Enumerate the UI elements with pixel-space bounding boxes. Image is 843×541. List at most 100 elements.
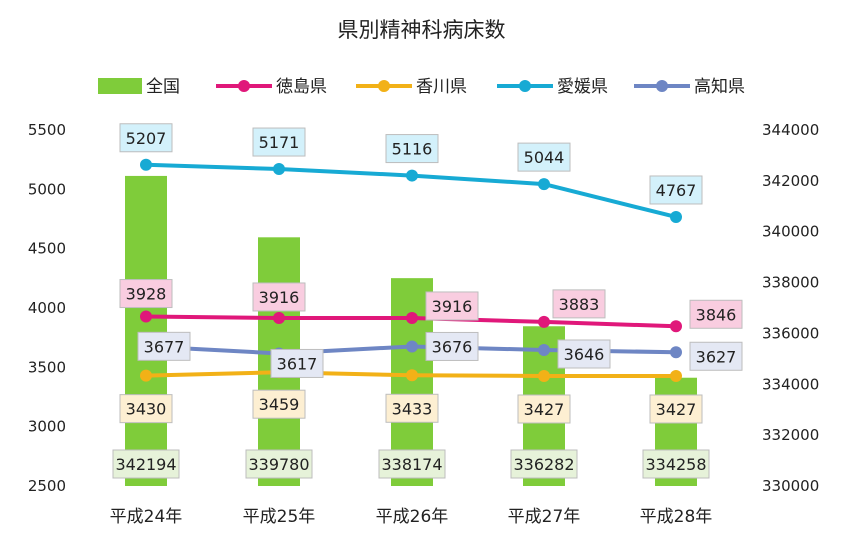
- data-label-box: [270, 348, 324, 378]
- data-label: 336282: [513, 455, 574, 474]
- data-label-box: [252, 282, 306, 312]
- data-label-box: [425, 291, 479, 321]
- left-tick-label: 5500: [28, 121, 66, 139]
- legend-swatch-marker: [519, 80, 531, 92]
- data-label-box: [119, 123, 173, 153]
- data-label-box: [557, 339, 611, 369]
- data-label: 4767: [656, 181, 697, 200]
- legend-label: 香川県: [416, 77, 467, 97]
- line-point: [538, 344, 550, 357]
- line-point: [670, 346, 682, 359]
- right-tick-label: 336000: [762, 324, 819, 342]
- category-label: 平成25年: [243, 507, 316, 527]
- line-point: [406, 369, 418, 382]
- data-label: 3676: [432, 337, 473, 356]
- data-label: 3846: [696, 305, 737, 324]
- data-label: 3928: [126, 285, 167, 304]
- left-tick-label: 3000: [28, 418, 66, 436]
- left-tick-label: 3500: [28, 358, 66, 376]
- line-point: [140, 158, 152, 171]
- category-label: 平成26年: [376, 507, 449, 527]
- data-label-box: [378, 449, 446, 479]
- right-tick-label: 332000: [762, 426, 819, 444]
- data-label-box: [119, 394, 173, 424]
- right-tick-label: 334000: [762, 375, 819, 393]
- data-label: 5044: [524, 148, 565, 167]
- left-tick-label: 5000: [28, 180, 66, 198]
- left-tick-label: 4500: [28, 240, 66, 258]
- right-tick-label: 338000: [762, 274, 819, 292]
- line-point: [273, 163, 285, 176]
- data-label: 3646: [564, 345, 605, 364]
- line-point: [406, 169, 418, 182]
- category-label: 平成27年: [508, 507, 581, 527]
- data-label: 342194: [115, 455, 176, 474]
- data-label-box: [385, 393, 439, 423]
- data-label: 338174: [381, 455, 442, 474]
- data-label-box: [252, 389, 306, 419]
- data-label: 5116: [392, 140, 433, 159]
- data-label: 3427: [656, 400, 697, 419]
- line-point: [140, 310, 152, 323]
- legend-label: 全国: [146, 77, 180, 97]
- right-tick-label: 330000: [762, 477, 819, 495]
- line-point: [406, 340, 418, 353]
- right-tick-label: 342000: [762, 172, 819, 190]
- right-tick-label: 340000: [762, 223, 819, 241]
- left-tick-label: 2500: [28, 477, 66, 495]
- data-label: 5171: [259, 133, 300, 152]
- data-label: 3677: [144, 337, 185, 356]
- data-label-box: [689, 341, 743, 371]
- data-label: 339780: [248, 455, 309, 474]
- line-point: [140, 369, 152, 382]
- line-point: [538, 369, 550, 382]
- line-point: [670, 369, 682, 382]
- legend-swatch-marker: [238, 80, 250, 92]
- data-label-box: [649, 175, 703, 205]
- data-label: 3430: [126, 400, 167, 419]
- data-label-box: [642, 449, 710, 479]
- line-point: [670, 210, 682, 223]
- data-label-box: [137, 331, 191, 361]
- legend-label: 徳島県: [276, 77, 327, 97]
- data-label: 3883: [559, 295, 600, 314]
- data-label-box: [119, 279, 173, 309]
- legend-swatch-marker: [656, 80, 668, 92]
- data-label: 334258: [645, 455, 706, 474]
- category-label: 平成28年: [640, 507, 713, 527]
- data-label: 3916: [432, 297, 473, 316]
- line-point: [406, 311, 418, 324]
- line-point: [670, 320, 682, 333]
- data-label-box: [517, 142, 571, 172]
- data-label-box: [112, 449, 180, 479]
- data-label: 3433: [392, 399, 433, 418]
- bar: [125, 175, 167, 486]
- data-label-box: [552, 289, 606, 319]
- data-label-box: [689, 299, 743, 329]
- data-label-box: [385, 134, 439, 164]
- left-tick-label: 4000: [28, 299, 66, 317]
- data-label: 3427: [524, 400, 565, 419]
- chart-title: 県別精神科病床数: [337, 18, 506, 42]
- data-label-box: [517, 394, 571, 424]
- data-label-box: [649, 394, 703, 424]
- legend-label: 愛媛県: [557, 77, 608, 97]
- data-label-box: [245, 449, 313, 479]
- line-point: [273, 311, 285, 324]
- line-point: [538, 315, 550, 328]
- data-label: 3627: [696, 347, 737, 366]
- legend-swatch-bar: [98, 78, 142, 94]
- data-label-box: [252, 127, 306, 157]
- data-label-box: [510, 449, 578, 479]
- data-label: 5207: [126, 129, 167, 148]
- data-label: 3617: [277, 354, 318, 373]
- legend-swatch-marker: [378, 80, 390, 92]
- right-tick-label: 344000: [762, 121, 819, 139]
- line-point: [538, 178, 550, 191]
- legend-label: 高知県: [694, 77, 745, 97]
- category-label: 平成24年: [110, 507, 183, 527]
- data-label: 3459: [259, 395, 300, 414]
- data-label: 3916: [259, 288, 300, 307]
